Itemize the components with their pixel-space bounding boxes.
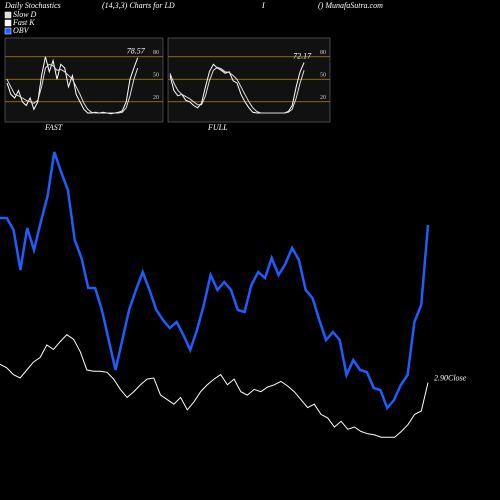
legend-swatch [4, 27, 12, 35]
symbol: I [261, 1, 265, 10]
y-tick-label: 80 [153, 50, 159, 56]
site: () MunafaSutra.com [318, 1, 383, 10]
stoch-line [169, 66, 305, 114]
legend-label: Slow D [13, 10, 37, 19]
last-value: 72.17 [293, 51, 312, 60]
params: (14,3,3) Charts for LD [102, 1, 175, 10]
y-tick-label: 20 [153, 95, 159, 101]
y-tick-label: 50 [320, 73, 326, 79]
series-line [0, 334, 429, 438]
title: Daily Stochastics [4, 1, 61, 10]
panel-title: FAST [44, 123, 63, 132]
y-tick-label: 20 [320, 95, 326, 101]
legend-swatch [4, 19, 12, 27]
panel [4, 37, 164, 123]
series-line [0, 151, 430, 411]
panel-title: FULL [207, 123, 228, 132]
legend-swatch [4, 11, 12, 19]
legend-label: OBV [13, 26, 30, 35]
y-tick-label: 50 [153, 73, 159, 79]
legend-label: Fast K [12, 18, 35, 27]
close-label: 2.90Close [434, 373, 467, 382]
y-tick-label: 80 [320, 50, 326, 56]
last-value: 78.57 [127, 47, 146, 56]
stoch-line [6, 63, 139, 114]
